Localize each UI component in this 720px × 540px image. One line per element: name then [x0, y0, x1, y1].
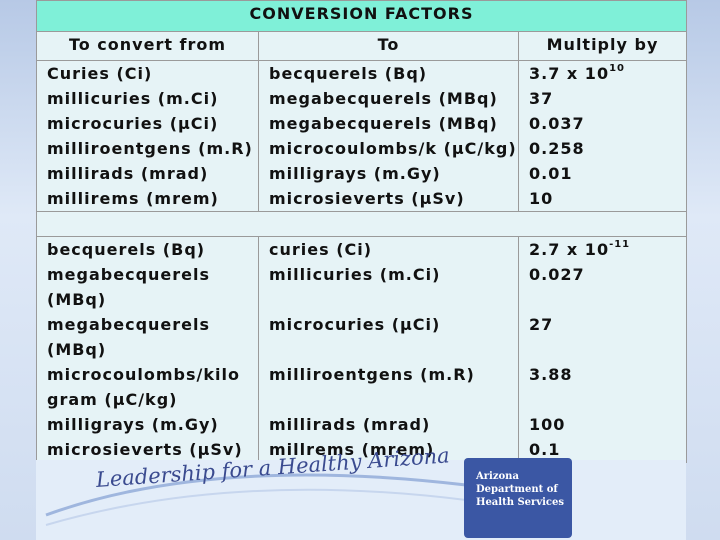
list-item: milligrays (m.Gy) [47, 415, 219, 434]
logo-line: Arizona [476, 471, 519, 482]
adhs-logo: Arizona Department of Health Services [464, 458, 572, 538]
group1-row: Curies (Ci) millicuries (m.Ci) microcuri… [36, 60, 688, 212]
factor-value: 0.1 [529, 440, 561, 459]
list-item: megabecquerels (MBq) [269, 89, 498, 108]
factor-value: 2.7 x 10-11 [529, 237, 676, 262]
list-item: microcuries (µCi) [47, 114, 219, 133]
factor-value: 3.7 x 1010 [529, 61, 676, 86]
list-item: gram (µC/kg) [47, 390, 178, 409]
factor-value: 0.037 [529, 114, 585, 133]
list-item: Curies (Ci) [47, 64, 153, 83]
list-item [269, 387, 508, 412]
list-item: milliroentgens (m.R) [269, 365, 475, 384]
conversion-table: CONVERSION FACTORS To convert from To Mu… [35, 0, 688, 463]
factor-value: 0.027 [529, 265, 585, 284]
list-item: microcoulombs/kilo [47, 365, 240, 384]
group2-row: becquerels (Bq) megabecquerels (MBq) meg… [36, 236, 688, 463]
list-item: millicuries (m.Ci) [47, 89, 219, 108]
list-item [269, 337, 508, 362]
list-item: millrems (mrem) [269, 440, 435, 459]
spacer-row [35, 211, 688, 237]
table-title: CONVERSION FACTORS [35, 0, 688, 32]
group1-to-cell: becquerels (Bq) megabecquerels (MBq) meg… [258, 60, 519, 212]
footer-band [36, 460, 686, 540]
list-item: curies (Ci) [269, 240, 373, 259]
list-item: megabecquerels (MBq) [269, 114, 498, 133]
factor-value: 100 [529, 415, 566, 434]
group1-from-cell: Curies (Ci) millicuries (m.Ci) microcuri… [36, 60, 259, 212]
logo-line: Department of [476, 484, 558, 495]
list-item: microcuries (µCi) [269, 315, 441, 334]
group2-to-cell: curies (Ci) millicuries (m.Ci) microcuri… [258, 236, 519, 463]
list-item: millicuries (m.Ci) [269, 265, 441, 284]
logo-line: Health Services [476, 497, 565, 508]
list-item: millirads (mrad) [47, 164, 209, 183]
list-item: (MBq) [47, 340, 107, 359]
header-multiply: Multiply by [517, 31, 688, 61]
list-item [269, 287, 508, 312]
factor-value [529, 337, 676, 362]
list-item: millirems (mrem) [47, 189, 219, 208]
list-item: microsieverts (µSv) [269, 189, 465, 208]
list-item: millirads (mrad) [269, 415, 431, 434]
group2-factor-cell: 2.7 x 10-11 0.027 27 3.88 100 0.1 [517, 236, 688, 463]
list-item: becquerels (Bq) [269, 64, 428, 83]
factor-base: 2.7 x 10 [529, 240, 610, 259]
swoosh-graphic [45, 473, 467, 526]
title-row: CONVERSION FACTORS [35, 0, 688, 32]
list-item: milligrays (m.Gy) [269, 164, 441, 183]
factor-value: 37 [529, 89, 554, 108]
list-item: megabecquerels [47, 315, 211, 334]
header-to: To [258, 31, 519, 61]
factor-value: 0.258 [529, 139, 585, 158]
factor-value [529, 287, 676, 312]
list-item: microcoulombs/k (µC/kg) [269, 139, 517, 158]
header-from: To convert from [36, 31, 259, 61]
factor-value: 27 [529, 315, 554, 334]
logo-text: Arizona Department of Health Services [476, 470, 564, 509]
header-row: To convert from To Multiply by [36, 31, 688, 61]
factor-exponent: -11 [609, 238, 631, 250]
group1-factor-cell: 3.7 x 1010 37 0.037 0.258 0.01 10 [517, 60, 688, 212]
factor-value: 0.01 [529, 164, 573, 183]
factor-value: 10 [529, 189, 554, 208]
factor-value [529, 387, 676, 412]
list-item: becquerels (Bq) [47, 240, 206, 259]
list-item: microsieverts (µSv) [47, 440, 243, 459]
factor-exponent: 10 [609, 62, 625, 74]
spacer-cell [35, 211, 688, 237]
factor-base: 3.7 x 10 [529, 64, 610, 83]
factor-value: 3.88 [529, 365, 573, 384]
list-item: megabecquerels [47, 265, 211, 284]
list-item: (MBq) [47, 290, 107, 309]
group2-from-cell: becquerels (Bq) megabecquerels (MBq) meg… [36, 236, 259, 463]
list-item: milliroentgens (m.R) [47, 139, 253, 158]
